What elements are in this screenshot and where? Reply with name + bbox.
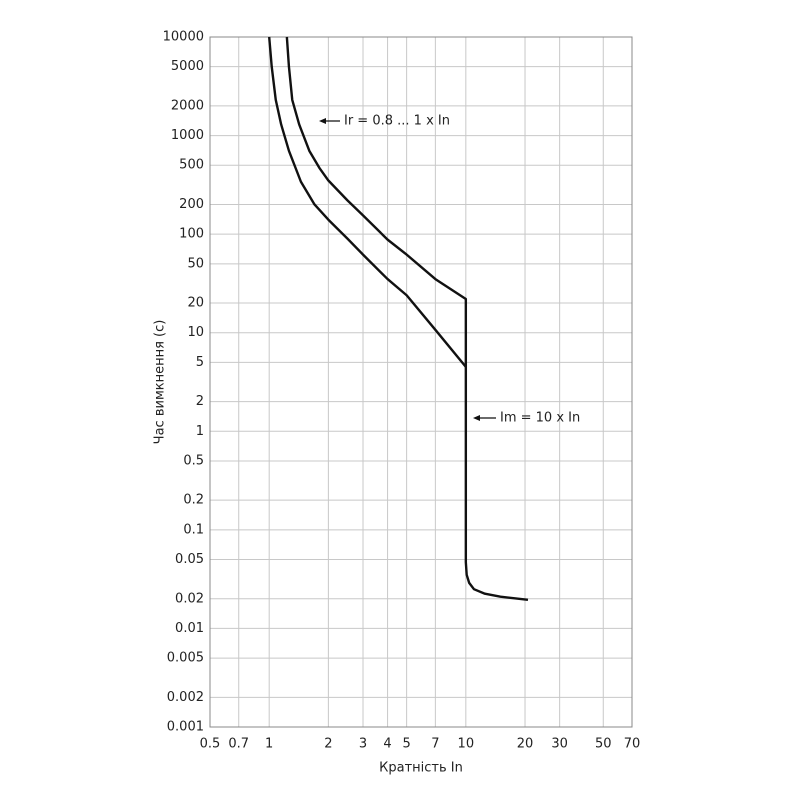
x-tick-label: 70 — [624, 737, 641, 752]
x-axis-label: Кратність In — [379, 761, 463, 776]
x-tick-label: 1 — [265, 737, 273, 752]
y-tick-label: 500 — [179, 158, 204, 173]
annotation-arrowhead — [473, 415, 480, 421]
annotation: Im = 10 x In — [500, 411, 580, 426]
y-tick-label: 5000 — [171, 59, 204, 74]
y-tick-label: 100 — [179, 227, 204, 242]
y-tick-label: 0.2 — [183, 493, 204, 508]
y-tick-label: 50 — [187, 256, 204, 271]
y-tick-label: 2000 — [171, 98, 204, 113]
y-tick-label: 10 — [187, 325, 204, 340]
y-tick-label: 0.05 — [175, 552, 204, 567]
annotation-arrowhead — [319, 118, 326, 124]
x-tick-label: 3 — [359, 737, 367, 752]
x-tick-label: 20 — [517, 737, 534, 752]
y-tick-label: 0.02 — [175, 591, 204, 606]
y-tick-label: 0.002 — [167, 690, 204, 705]
y-tick-label: 10000 — [163, 30, 204, 45]
grid — [209, 36, 633, 728]
x-tick-label: 5 — [402, 737, 410, 752]
y-tick-label: 20 — [187, 296, 204, 311]
x-tick-label: 7 — [431, 737, 439, 752]
y-tick-label: 5 — [196, 355, 204, 370]
x-tick-label: 10 — [458, 737, 475, 752]
x-tick-label: 2 — [324, 737, 332, 752]
curve — [267, 36, 467, 368]
y-tick-label: 0.5 — [183, 453, 204, 468]
y-tick-label: 0.1 — [183, 522, 204, 537]
x-tick-label: 50 — [595, 737, 612, 752]
y-tick-label: 2 — [196, 394, 204, 409]
x-tick-label: 0.5 — [200, 737, 221, 752]
curve — [285, 36, 529, 602]
x-tick-label: 4 — [383, 737, 391, 752]
y-tick-label: 0.001 — [167, 720, 204, 735]
y-tick-label: 0.005 — [167, 651, 204, 666]
x-tick-label: 0.7 — [228, 737, 249, 752]
annotation: Ir = 0.8 ... 1 x In — [344, 114, 450, 129]
y-tick-label: 1000 — [171, 128, 204, 143]
y-axis-label: Час вимкнення (с) — [153, 320, 168, 445]
y-tick-label: 200 — [179, 197, 204, 212]
y-tick-label: 1 — [196, 424, 204, 439]
plot-frame — [209, 36, 633, 728]
x-tick-label: 30 — [551, 737, 568, 752]
y-tick-label: 0.01 — [175, 621, 204, 636]
marks — [267, 36, 529, 602]
